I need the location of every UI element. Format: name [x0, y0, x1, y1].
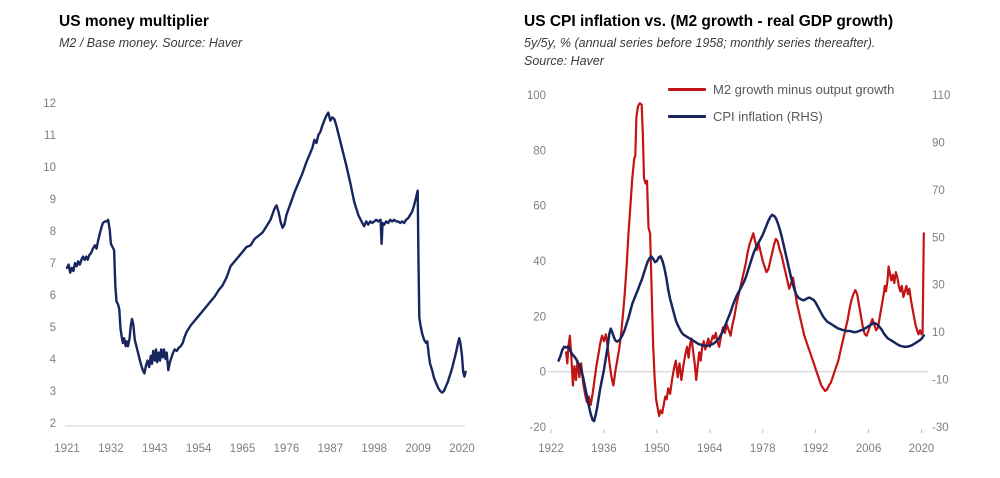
x-tick-label: 1978 — [750, 443, 776, 455]
x-tick-label: 1998 — [361, 443, 387, 455]
y-tick-label-left: 6 — [50, 290, 56, 302]
y-tick-label-left: 12 — [43, 98, 56, 110]
legend-item-cpi-inflation: CPI inflation (RHS) — [668, 109, 823, 124]
x-tick-label: 1943 — [142, 443, 168, 455]
y-tick-label-right: 70 — [932, 185, 945, 197]
legend-item-m2-growth: M2 growth minus output growth — [668, 82, 894, 97]
x-tick-label: 1932 — [98, 443, 124, 455]
x-tick-label: 1964 — [697, 443, 723, 455]
right-chart-subtitle-line1: 5y/5y, % (annual series before 1958; mon… — [524, 36, 876, 50]
x-tick-label: 1936 — [591, 443, 617, 455]
legend-label-m2-growth: M2 growth minus output growth — [713, 82, 895, 97]
y-tick-label-right: -10 — [932, 375, 949, 387]
x-tick-label: 2020 — [909, 443, 935, 455]
x-tick-label: 1921 — [54, 443, 80, 455]
y-tick-label-left: 20 — [533, 311, 546, 323]
y-tick-label-left: 8 — [50, 226, 56, 238]
y-tick-label-left: 10 — [43, 162, 56, 174]
y-tick-label-right: -30 — [932, 422, 949, 434]
x-tick-label: 1954 — [186, 443, 212, 455]
right-chart: 100 80 60 40 20 0 -20 110 90 70 50 30 10 -10 -30 1922 19… — [527, 90, 951, 455]
y-tick-label-left: 4 — [50, 354, 57, 366]
y-tick-label-left: 60 — [533, 201, 546, 213]
left-chart-title: US money multiplier — [59, 13, 209, 30]
left-chart-subtitle: M2 / Base money. Source: Haver — [59, 36, 243, 50]
legend-label-cpi-inflation: CPI inflation (RHS) — [713, 109, 823, 124]
series-line-m2-growth-minus-output-growth — [564, 102, 925, 417]
x-tick-label: 1922 — [538, 443, 564, 455]
y-tick-label-right: 110 — [932, 90, 950, 102]
series-line-cpi-inflation-rhs- — [557, 213, 926, 423]
x-tick-label: 2006 — [856, 443, 882, 455]
y-tick-label-left: 80 — [533, 145, 546, 157]
x-tick-label: 2020 — [449, 443, 475, 455]
right-chart-subtitle-line2: Source: Haver — [524, 54, 604, 68]
y-tick-label-right: 50 — [932, 232, 945, 244]
y-tick-label-right: 90 — [932, 137, 945, 149]
legend-line-red-icon — [668, 88, 706, 91]
x-tick-label: 1992 — [803, 443, 829, 455]
y-tick-label-left: 2 — [50, 418, 56, 430]
y-tick-label-left: 5 — [50, 322, 56, 334]
left-chart: 12 11 10 9 8 7 6 5 4 3 2 1921 1932 1943 1954 1965 1976 19… — [43, 98, 475, 455]
right-chart-title: US CPI inflation vs. (M2 growth - real G… — [524, 13, 894, 30]
x-tick-label: 1965 — [230, 443, 256, 455]
y-tick-label-right: 10 — [932, 327, 945, 339]
x-tick-label: 2009 — [405, 443, 431, 455]
x-tick-label: 1950 — [644, 443, 670, 455]
y-tick-label-left: -20 — [529, 422, 546, 434]
y-tick-label-left: 7 — [50, 258, 56, 270]
y-tick-label-left: 0 — [540, 367, 546, 379]
y-tick-label-left: 40 — [533, 256, 546, 268]
y-tick-label-left: 100 — [527, 90, 546, 102]
y-tick-label-left: 11 — [44, 130, 56, 142]
series-line-m2-base-money-multiplier — [65, 111, 467, 394]
y-tick-label-left: 3 — [50, 386, 56, 398]
y-tick-label-left: 9 — [50, 194, 56, 206]
x-tick-label: 1987 — [318, 443, 344, 455]
y-tick-label-right: 30 — [932, 280, 945, 292]
legend-line-navy-icon — [668, 115, 706, 118]
x-tick-label: 1976 — [274, 443, 300, 455]
